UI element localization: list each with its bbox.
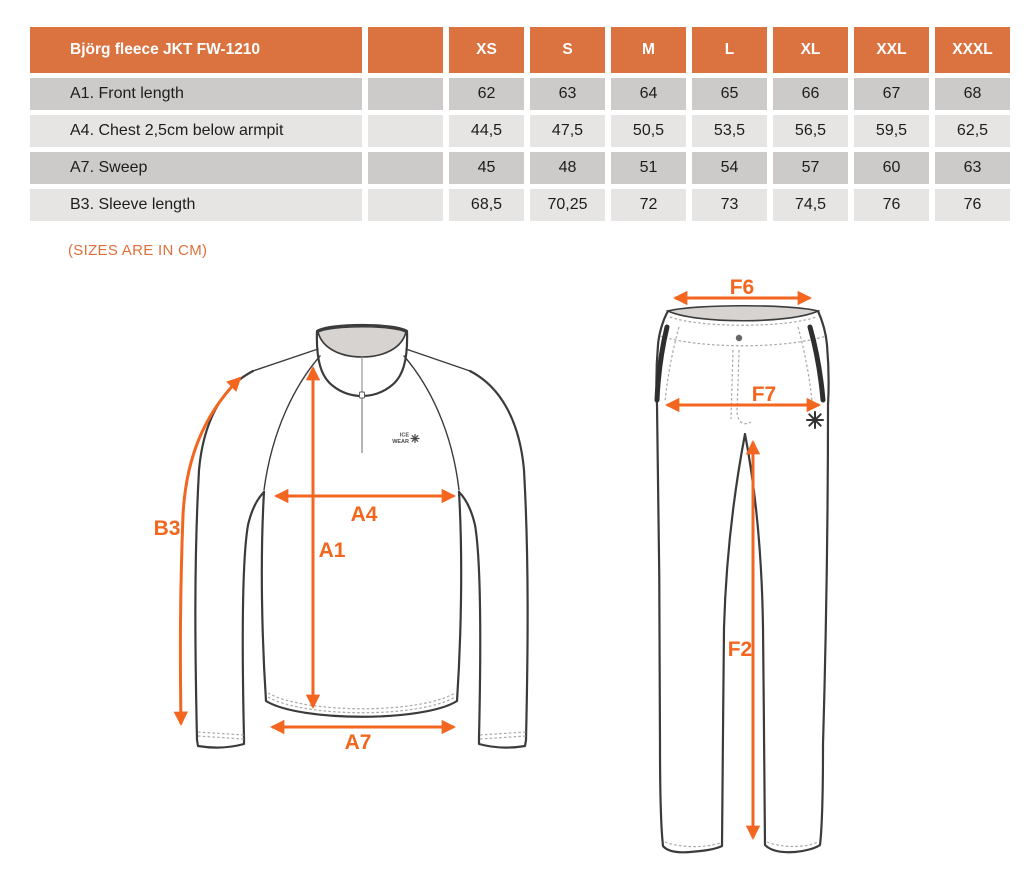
value-cell: 72 [611, 189, 686, 221]
row-label-chest: A4. Chest 2,5cm below armpit [30, 115, 362, 147]
measurement-label-a4: A4 [351, 503, 378, 526]
measurement-label-a7: A7 [345, 731, 372, 754]
value-cell: 67 [854, 78, 929, 110]
pants-waist-opening [665, 304, 821, 322]
value-cell: 63 [935, 152, 1010, 184]
value-cell: 76 [935, 189, 1010, 221]
size-column-header-xxl: XXL [854, 27, 929, 73]
value-cell: 57 [773, 152, 848, 184]
row-label-front-length: A1. Front length [30, 78, 362, 110]
jacket-collar-inner [317, 325, 407, 358]
row-label-sleeve-length: B3. Sleeve length [30, 189, 362, 221]
row-spacer-cell [368, 78, 443, 110]
value-cell: 48 [530, 152, 605, 184]
value-cell: 59,5 [854, 115, 929, 147]
value-cell: 68,5 [449, 189, 524, 221]
pants-button [735, 334, 743, 342]
value-cell: 51 [611, 152, 686, 184]
size-column-header-xs: XS [449, 27, 524, 73]
measurement-label-a1: A1 [319, 539, 346, 562]
jacket-diagram: ICE WEAR B3 A4 A1 A7 [154, 323, 529, 754]
table-title-cell: Björg fleece JKT FW-1210 [30, 27, 362, 73]
measurement-label-f2: F2 [728, 638, 753, 661]
measurement-label-f6: F6 [730, 276, 755, 299]
table-header-empty-cell [368, 27, 443, 73]
value-cell: 74,5 [773, 189, 848, 221]
logo-snowflake-icon [410, 433, 420, 444]
value-cell: 53,5 [692, 115, 767, 147]
size-column-header-xxxl: XXXL [935, 27, 1010, 73]
row-spacer-cell [368, 115, 443, 147]
value-cell: 62,5 [935, 115, 1010, 147]
pants-fly-stitch [730, 349, 734, 420]
size-column-header-l: L [692, 27, 767, 73]
size-column-header-m: M [611, 27, 686, 73]
value-cell: 50,5 [611, 115, 686, 147]
pants-left-pocket [654, 324, 670, 403]
value-cell: 56,5 [773, 115, 848, 147]
jacket-right-sleeve [457, 369, 529, 749]
row-label-sweep: A7. Sweep [30, 152, 362, 184]
pants-snowflake-logo [806, 411, 824, 429]
measurement-label-b3: B3 [154, 517, 181, 540]
value-cell: 68 [935, 78, 1010, 110]
jacket-collar [315, 323, 409, 398]
value-cell: 62 [449, 78, 524, 110]
value-cell: 63 [530, 78, 605, 110]
value-cell: 54 [692, 152, 767, 184]
value-cell: 66 [773, 78, 848, 110]
pants-right-pocket [807, 324, 826, 403]
logo-text-line2: WEAR [392, 439, 409, 445]
value-cell: 45 [449, 152, 524, 184]
value-cell: 47,5 [530, 115, 605, 147]
row-spacer-cell [368, 152, 443, 184]
value-cell: 64 [611, 78, 686, 110]
icewear-logo: ICE WEAR [392, 433, 420, 445]
jacket-body [260, 490, 463, 718]
value-cell: 44,5 [449, 115, 524, 147]
jacket-zipper-pull [359, 391, 365, 399]
value-cell: 60 [854, 152, 929, 184]
row-spacer-cell [368, 189, 443, 221]
measurement-label-f7: F7 [752, 383, 777, 406]
value-cell: 70,25 [530, 189, 605, 221]
value-cell: 73 [692, 189, 767, 221]
logo-text-line1: ICE [400, 433, 410, 439]
sizes-unit-note: (SIZES ARE IN CM) [68, 242, 208, 259]
size-column-header-xl: XL [773, 27, 848, 73]
size-table: Björg fleece JKT FW-1210 XS S M L XL XXL… [30, 27, 1010, 221]
measurement-arrow-b3 [173, 376, 242, 727]
pants-body [655, 309, 830, 854]
size-column-header-s: S [530, 27, 605, 73]
value-cell: 76 [854, 189, 929, 221]
pants-diagram: F6 F7 F2 [654, 276, 830, 854]
value-cell: 65 [692, 78, 767, 110]
